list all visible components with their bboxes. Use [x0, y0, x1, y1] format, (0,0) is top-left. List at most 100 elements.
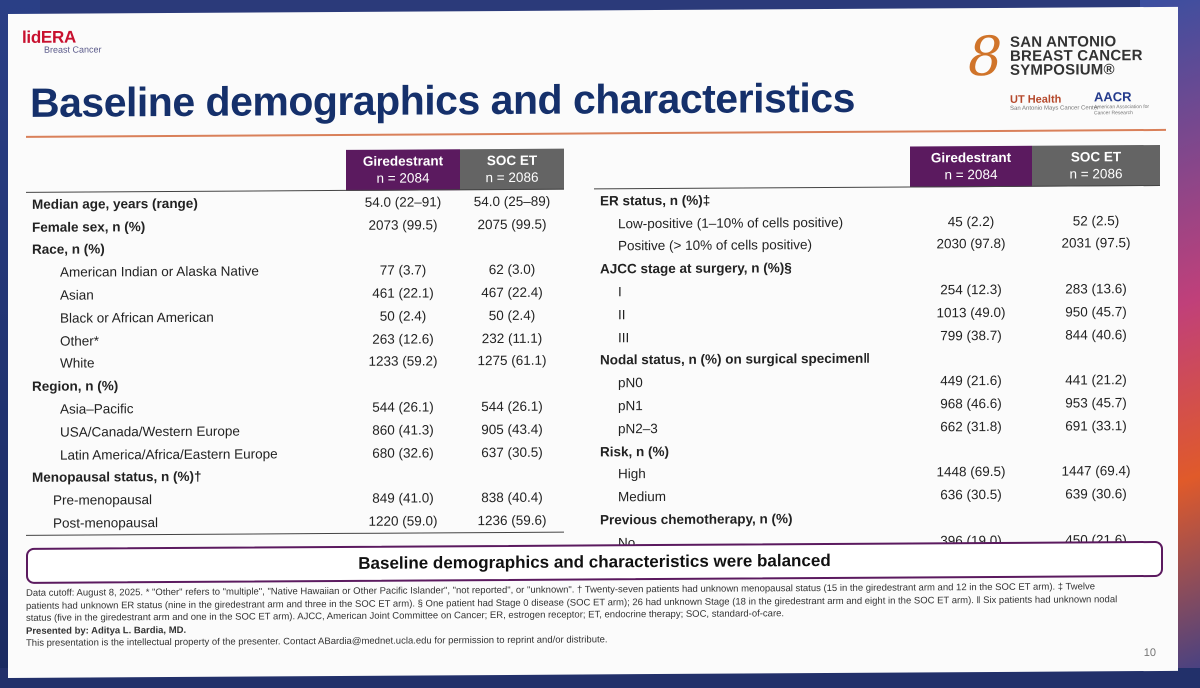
- soc-et-value: 283 (13.6): [1065, 281, 1127, 297]
- ut-health-logo: UT Health San Antonio Mays Cancer Center: [1010, 93, 1099, 112]
- giredestrant-value: [346, 373, 460, 396]
- soc-et-value: 905 (43.4): [481, 421, 543, 437]
- row-label: USA/Canada/Western Europe: [60, 423, 240, 440]
- soc-et-value: 691 (33.1): [1065, 418, 1127, 434]
- soc-et-value: 62 (3.0): [488, 262, 536, 278]
- slide-title: Baseline demographics and characteristic…: [30, 74, 855, 126]
- aacr-sub: American Association for Cancer Research: [1094, 104, 1150, 117]
- giredestrant-value: [910, 186, 1032, 210]
- table-row: Race, n (%): [26, 235, 564, 261]
- table-row: AJCC stage at surgery, n (%)§: [594, 254, 1160, 280]
- giredestrant-value: [910, 255, 1032, 279]
- giredestrant-value: 680 (32.6): [372, 445, 434, 461]
- soc-et-value: 953 (45.7): [1065, 395, 1127, 411]
- row-label: Risk, n (%): [600, 443, 670, 460]
- soc-et-value: [460, 463, 564, 486]
- footnotes: Data cutoff: August 8, 2025. * "Other" r…: [26, 581, 1126, 650]
- soc-et-value: 639 (30.6): [1065, 486, 1127, 502]
- giredestrant-value: 254 (12.3): [940, 282, 1002, 298]
- row-label: High: [618, 466, 646, 482]
- row-label: pN2–3: [618, 420, 658, 437]
- soc-et-value: 1447 (69.4): [1061, 463, 1131, 480]
- table-row: Region, n (%): [26, 372, 564, 398]
- soc-et-value: 544 (26.1): [481, 398, 543, 415]
- soc-et-value: 838 (40.4): [481, 489, 543, 506]
- giredestrant-value: 1233 (59.2): [368, 353, 438, 370]
- row-label: Nodal status, n (%) on surgical specimen…: [600, 351, 871, 368]
- giredestrant-value: 461 (22.1): [372, 285, 434, 301]
- giredestrant-value: 860 (41.3): [372, 422, 434, 438]
- giredestrant-value: 1448 (69.5): [936, 464, 1006, 480]
- giredestrant-value: 2073 (99.5): [368, 217, 438, 233]
- soc-et-value: [1032, 437, 1160, 461]
- ut-health-sub: San Antonio Mays Cancer Center: [1010, 105, 1100, 112]
- aacr-logo: AACR American Association for Cancer Res…: [1094, 89, 1166, 116]
- table-row: Medium 636 (30.5) 639 (30.6): [594, 482, 1160, 508]
- row-label: American Indian or Alaska Native: [60, 263, 259, 280]
- soc-et-value: 1275 (61.1): [477, 353, 547, 369]
- slide: lidERA Breast Cancer Baseline demographi…: [8, 6, 1178, 679]
- row-label: I: [618, 284, 622, 300]
- row-label: Asia–Pacific: [60, 401, 134, 417]
- title-divider: [26, 128, 1166, 138]
- left-demographics-table: Giredestrant n = 2084 SOC ET n = 2086 Medi…: [26, 148, 564, 536]
- giredestrant-value: 662 (31.8): [940, 418, 1002, 435]
- giredestrant-value: [910, 346, 1032, 370]
- right-characteristics-table: Giredestrant n = 2084 SOC ET n = 2086 ER s…: [594, 144, 1160, 578]
- row-label: Race, n (%): [32, 241, 105, 258]
- table-row: Asian 461 (22.1) 467 (22.4): [26, 281, 564, 307]
- row-label: II: [618, 307, 626, 323]
- row-label: Female sex, n (%): [32, 218, 146, 235]
- row-label: Black or African American: [60, 309, 214, 326]
- table-row: pN1 968 (46.6) 953 (45.7): [594, 391, 1160, 417]
- symposium-mark: 8: [968, 24, 1003, 89]
- table-row: High 1448 (69.5) 1447 (69.4): [594, 460, 1160, 486]
- row-label: Pre-menopausal: [53, 492, 153, 508]
- row-label: ER status, n (%)‡: [600, 192, 711, 209]
- soc-et-value: 232 (11.1): [481, 330, 543, 346]
- row-label: Other*: [60, 333, 100, 349]
- giredestrant-value: 45 (2.2): [947, 213, 995, 229]
- symposium-logo: 8 SAN ANTONIO BREAST CANCER SYMPOSIUM® U…: [966, 24, 1166, 130]
- table-row: Other* 263 (12.6) 232 (11.1): [26, 326, 564, 352]
- giredestrant-value: 1013 (49.0): [936, 304, 1006, 321]
- soc-et-value: 637 (30.5): [481, 444, 543, 460]
- table-row: Pre-menopausal 849 (41.0) 838 (40.4): [26, 486, 564, 512]
- table-row: Nodal status, n (%) on surgical specimen…: [594, 346, 1160, 372]
- giredestrant-value: 799 (38.7): [940, 327, 1002, 343]
- table-row: Low-positive (1–10% of cells positive) 45…: [594, 209, 1160, 235]
- row-label: pN1: [618, 398, 643, 414]
- table-row: Median age, years (range) 54.0 (22–91) 54.…: [26, 189, 564, 216]
- row-label: pN0: [618, 375, 643, 391]
- soc-et-value: [1032, 254, 1160, 278]
- giredestrant-value: 50 (2.4): [379, 308, 427, 324]
- row-label: Menopausal status, n (%)†: [32, 469, 202, 486]
- row-label: III: [618, 329, 630, 345]
- table-header-row: Giredestrant n = 2084 SOC ET n = 2086: [594, 144, 1160, 189]
- row-label: White: [60, 355, 95, 372]
- giredestrant-value: 54.0 (22–91): [364, 194, 442, 210]
- table-row: Positive (> 10% of cells positive) 2030 (…: [594, 232, 1160, 258]
- giredestrant-value: 544 (26.1): [372, 399, 434, 415]
- table-row: pN2–3 662 (31.8) 691 (33.1): [594, 414, 1160, 440]
- brand-logo: lidERA Breast Cancer: [22, 27, 102, 55]
- table-row: I 254 (12.3) 283 (13.6): [594, 277, 1160, 303]
- soc-et-value: 54.0 (25–89): [473, 193, 551, 210]
- soc-et-value: 441 (21.2): [1065, 372, 1127, 388]
- table-row: ER status, n (%)‡: [594, 185, 1160, 212]
- soc-et-value: [1032, 505, 1160, 529]
- table-row: Post-menopausal 1220 (59.0) 1236 (59.6): [26, 508, 564, 536]
- soc-et-value: [460, 235, 564, 258]
- soc-et-value: 50 (2.4): [488, 307, 536, 323]
- row-label: Previous chemotherapy, n (%): [600, 511, 793, 528]
- column-header-giredestrant: Giredestrant n = 2084: [346, 149, 460, 191]
- row-label: AJCC stage at surgery, n (%)§: [600, 260, 792, 277]
- column-header-soc-et: SOC ET n = 2086: [1032, 144, 1160, 187]
- soc-et-value: 844 (40.6): [1065, 326, 1127, 343]
- page-number: 10: [1143, 646, 1156, 660]
- column-header-giredestrant: Giredestrant n = 2084: [910, 145, 1032, 187]
- soc-et-value: [460, 372, 564, 395]
- table-row: Female sex, n (%) 2073 (99.5) 2075 (99.5): [26, 212, 564, 238]
- conclusion-banner: Baseline demographics and characteristic…: [26, 540, 1163, 584]
- table-row: Latin America/Africa/Eastern Europe 680 (…: [26, 440, 564, 466]
